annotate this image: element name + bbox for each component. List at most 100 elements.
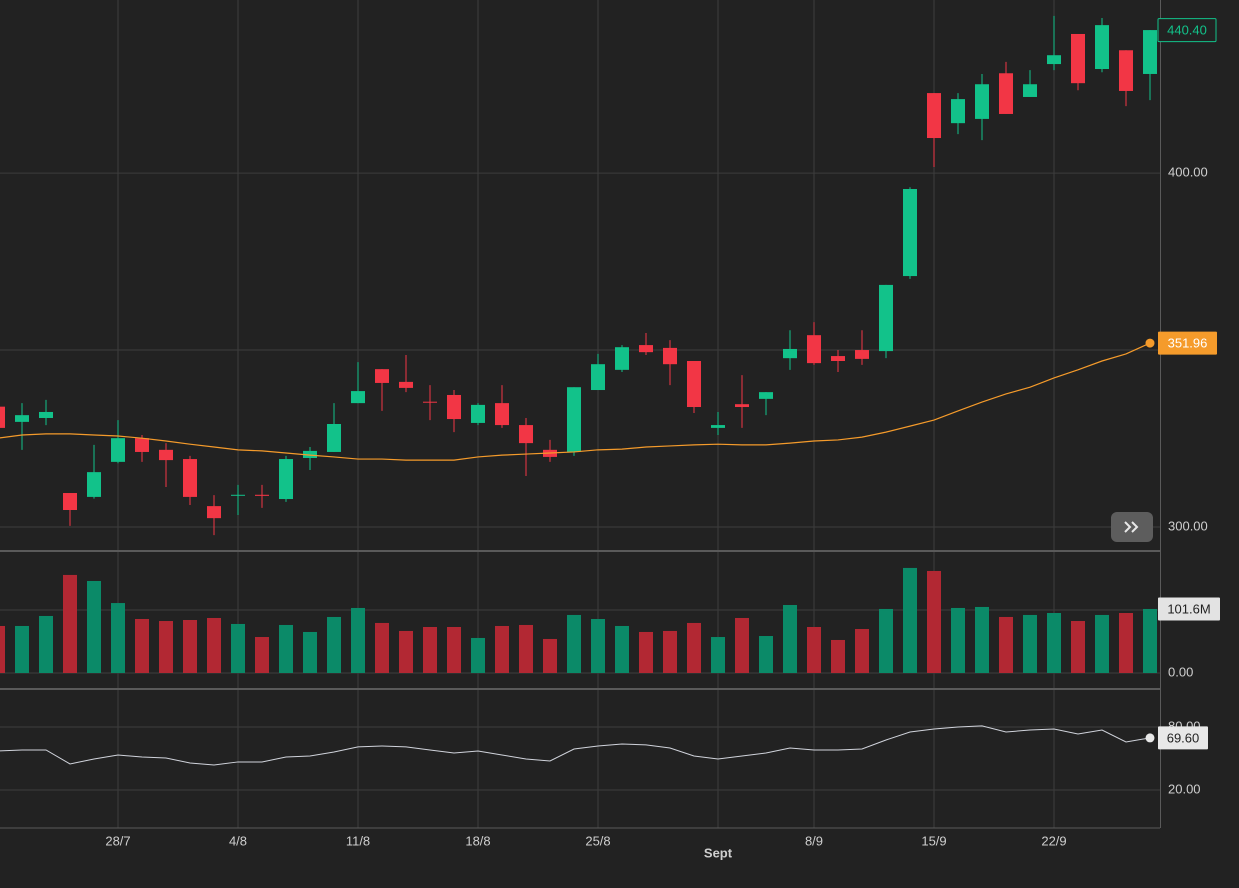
candle-body: [927, 93, 941, 139]
volume-bar: [351, 607, 365, 674]
candle-body: [111, 438, 125, 462]
volume-bar: [471, 637, 485, 674]
candle-body: [399, 381, 413, 388]
candle-body: [999, 73, 1013, 114]
volume-bar: [111, 603, 125, 674]
volume-bar: [879, 608, 893, 674]
candle-body: [1071, 33, 1085, 84]
volume-bar: [231, 623, 245, 674]
candle-body: [975, 84, 989, 119]
candle-body: [759, 392, 773, 399]
candle-body: [519, 425, 533, 444]
candle-body: [615, 347, 629, 370]
volume-bar: [711, 637, 725, 674]
price-badge: [1158, 597, 1220, 621]
button-background[interactable]: [1111, 512, 1153, 542]
candle-body: [15, 415, 29, 422]
price-badge-label: 351.96: [1168, 336, 1208, 351]
candle-body: [783, 348, 797, 359]
volume-bar: [1047, 613, 1061, 674]
candle-body: [471, 404, 485, 423]
volume-bar: [615, 625, 629, 674]
volume-bar: [783, 605, 797, 674]
volume-bar: [183, 620, 197, 674]
indicator-line: [0, 725, 1151, 766]
candle-body: [0, 406, 5, 428]
candle-body: [1047, 55, 1061, 65]
candle-body: [255, 494, 269, 496]
candle-body: [951, 99, 965, 124]
volume-bar: [975, 606, 989, 674]
volume-bar: [687, 622, 701, 674]
candle-body: [663, 347, 677, 365]
volume-bar: [663, 630, 677, 674]
volume-bar: [1119, 613, 1133, 674]
volume-bar: [327, 616, 341, 674]
candle-body: [735, 404, 749, 408]
x-tick-label: Sept: [704, 845, 733, 860]
candle-body: [207, 506, 221, 519]
volume-bar: [159, 621, 173, 674]
candle-body: [831, 356, 845, 362]
volume-bar: [0, 625, 5, 674]
y-tick-label: 20.00: [1168, 781, 1201, 796]
volume-bar: [639, 631, 653, 674]
candle-body: [639, 345, 653, 353]
volume-bar: [519, 624, 533, 674]
volume-bar: [87, 580, 101, 674]
volume-bar: [759, 636, 773, 674]
volume-bar: [15, 625, 29, 674]
price-badge: [1158, 331, 1217, 355]
volume-bar: [399, 630, 413, 674]
volume-bar: [447, 626, 461, 674]
volume-bar: [999, 616, 1013, 674]
candle-body: [87, 472, 101, 497]
scroll-to-latest-button[interactable]: [1111, 512, 1153, 542]
candle-body: [159, 449, 173, 461]
price-badge-label: 69.60: [1167, 730, 1200, 745]
candle-body: [567, 387, 581, 452]
candle-body: [183, 459, 197, 497]
candle-body: [687, 361, 701, 408]
candle-body: [279, 459, 293, 500]
candle-body: [39, 411, 53, 418]
plot-area: [0, 15, 1157, 766]
candle-body: [231, 494, 245, 496]
candle-body: [1095, 25, 1109, 70]
volume-bar: [1095, 614, 1109, 674]
y-tick-label: 300.00: [1168, 518, 1208, 533]
candle-body: [375, 369, 389, 383]
candle-body: [711, 425, 725, 428]
volume-bar: [39, 615, 53, 674]
candle-body: [807, 335, 821, 364]
volume-bar: [831, 639, 845, 674]
price-badge-label: 440.40: [1167, 23, 1207, 38]
candle-body: [135, 438, 149, 452]
volume-bar: [495, 625, 509, 674]
volume-bar: [807, 626, 821, 674]
chevron-icon: [1124, 521, 1139, 533]
moving-average-line: [0, 342, 1151, 461]
volume-bar: [951, 607, 965, 674]
last-value-dot: [1145, 733, 1155, 743]
last-value-dot: [1145, 338, 1155, 348]
candle-body: [351, 391, 365, 404]
candle-body: [327, 424, 341, 452]
volume-bar: [567, 614, 581, 674]
volume-bar: [735, 617, 749, 674]
x-tick-label: 22/9: [1041, 833, 1066, 848]
candle-body: [855, 350, 869, 359]
volume-bar: [303, 631, 317, 674]
volume-bar: [1071, 621, 1085, 674]
candle-body: [447, 394, 461, 420]
x-tick-label: 11/8: [346, 833, 370, 848]
volume-bar: [279, 624, 293, 674]
candle-body: [1143, 30, 1157, 74]
price-badge: [1158, 726, 1208, 750]
candle-body: [423, 401, 437, 403]
volume-bar: [903, 567, 917, 674]
volume-bar: [1023, 614, 1037, 674]
volume-bar: [927, 570, 941, 674]
